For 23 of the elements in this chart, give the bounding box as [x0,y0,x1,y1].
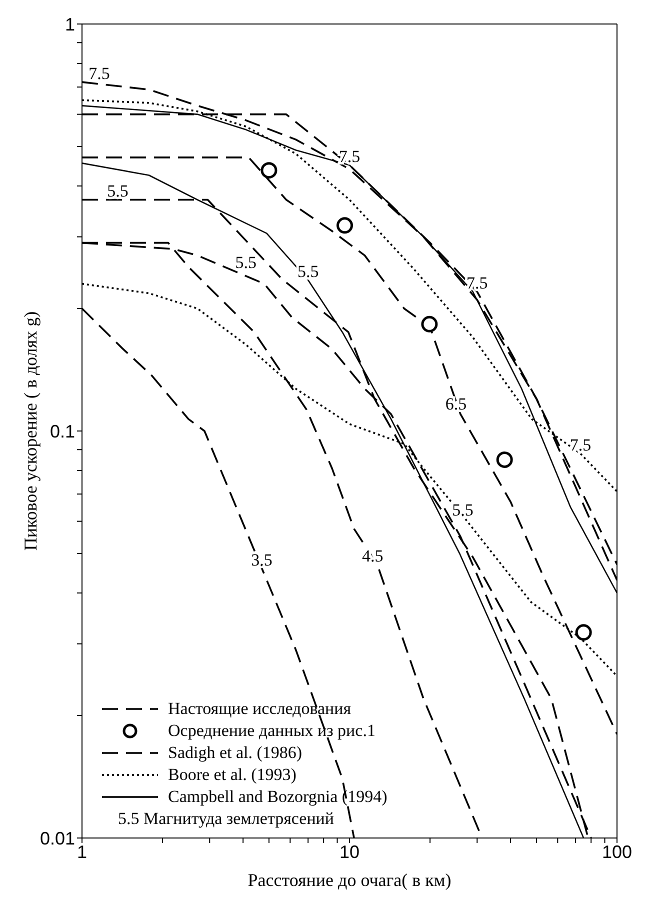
legend-label: Sadigh et al. (1986) [168,742,302,764]
annotation: 7.5 [88,64,110,84]
annotation: 7.5 [466,274,488,293]
y-axis-title: Пиковое ускорение ( в долях g) [20,311,40,551]
annotation: 7.5 [338,147,360,166]
legend-label: Campbell and Bozorgnia (1994) [168,786,388,808]
annotation: 3.5 [251,550,272,570]
x-tick-label: 100 [602,842,632,862]
legend-label: Настоящие исследования [168,698,352,720]
annotation: 6.5 [445,394,467,414]
annotation: 5.5 [107,182,128,201]
legend-label: Boore et al. (1993) [168,764,296,786]
x-axis-title: Расстояние до очага( в км) [248,870,452,890]
y-tick-label: 1 [64,14,75,34]
annotation: 7.5 [570,436,592,455]
x-tick-label: 1 [76,842,88,862]
y-tick-label: 0.1 [50,421,75,442]
annotation: 5.5 [235,253,257,272]
legend-label: Осреднение данных из рис.1 [168,720,376,742]
annotation: 5.5 [452,500,474,520]
x-tick-label: 10 [339,842,360,862]
annotation: 5.5 Магнитуда землетрясений [117,808,336,830]
y-tick-label: 0.01 [40,828,75,848]
